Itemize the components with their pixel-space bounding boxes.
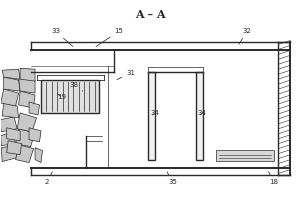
Text: 31: 31: [117, 70, 135, 80]
Polygon shape: [1, 89, 19, 106]
Bar: [148, 72, 155, 160]
Text: 35: 35: [167, 172, 177, 185]
Text: A – A: A – A: [135, 9, 165, 20]
Polygon shape: [29, 128, 41, 142]
Text: 2: 2: [45, 172, 52, 185]
Polygon shape: [19, 77, 35, 93]
Polygon shape: [20, 68, 35, 81]
Polygon shape: [29, 102, 40, 115]
Bar: [41, 80, 99, 113]
Text: 18: 18: [268, 172, 278, 185]
Polygon shape: [35, 148, 43, 163]
Text: 33: 33: [51, 28, 73, 46]
Polygon shape: [16, 129, 35, 147]
Polygon shape: [1, 132, 16, 146]
Polygon shape: [0, 117, 17, 132]
Text: 32: 32: [239, 28, 251, 44]
Text: 15: 15: [96, 28, 123, 47]
Polygon shape: [4, 77, 20, 91]
Polygon shape: [2, 69, 20, 79]
Bar: [216, 150, 274, 161]
Polygon shape: [7, 128, 20, 141]
Polygon shape: [7, 141, 22, 155]
Polygon shape: [2, 103, 19, 118]
Text: 38: 38: [69, 82, 83, 91]
Polygon shape: [16, 145, 34, 163]
Bar: [196, 72, 202, 160]
Text: 19: 19: [57, 94, 66, 100]
Text: 34: 34: [150, 110, 159, 116]
Polygon shape: [19, 91, 35, 108]
Polygon shape: [1, 146, 17, 162]
Text: 34: 34: [198, 110, 207, 116]
Polygon shape: [17, 113, 37, 132]
